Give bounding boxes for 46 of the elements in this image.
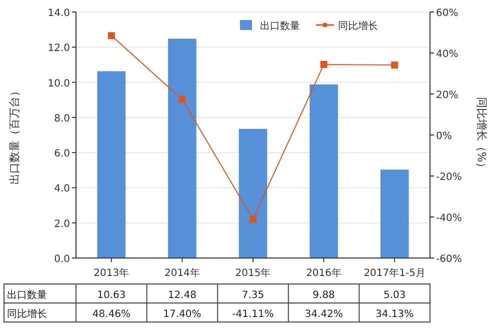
y-tick-label: 8.0 (54, 113, 70, 124)
y2-tick-label: 0% (436, 131, 452, 142)
text: 出口数量 (7, 290, 47, 301)
point (178, 96, 186, 103)
data-label: 17.40% (163, 309, 202, 320)
bar (380, 170, 409, 258)
data-label: 10.63 (97, 290, 126, 301)
legend-label: 同比增长 (338, 20, 378, 32)
y2-tick-label: -20% (436, 172, 462, 183)
x-tick-label: 2016年 (306, 267, 342, 279)
data-label: 34.13% (376, 309, 414, 320)
data-label: 9.88 (312, 290, 335, 301)
text: 同比增长 (7, 309, 47, 320)
point (250, 216, 256, 223)
y-tick-label: 10.0 (48, 78, 70, 90)
point (320, 60, 328, 68)
y-axis-title: 出口数量（百万台） (8, 86, 21, 184)
y2-axis-title: 同比增长（%） (475, 96, 488, 174)
data-label: 48.46% (92, 309, 130, 320)
data-label: 12.48 (168, 290, 197, 301)
y-tick-label: 14.0 (48, 8, 70, 19)
y2-tick-label: -60% (436, 254, 462, 265)
y-tick-label: 12.0 (48, 43, 70, 54)
y-tick-label: 2.0 (54, 218, 70, 230)
y-tick-label: 0.0 (54, 254, 70, 265)
data-label: 34.42% (304, 309, 343, 320)
y2-tick-label: 20% (436, 90, 458, 101)
legend-label: 出口数量 (260, 20, 300, 32)
y2-tick-label: 60% (436, 8, 458, 19)
x-tick-label: 2017年1-5月 (364, 267, 426, 279)
point (391, 62, 398, 69)
data-label: 5.03 (383, 290, 406, 301)
data-label: -41.11% (232, 309, 274, 320)
bar (168, 38, 196, 258)
x-tick-label: 2014年 (164, 267, 200, 279)
y2-tick-label: 40% (436, 49, 458, 60)
y2-tick-label: -40% (436, 213, 462, 224)
y-tick-label: 6.0 (54, 148, 70, 160)
point (108, 32, 115, 40)
bar (238, 128, 268, 258)
x-tick-label: 2013年 (94, 267, 130, 279)
bar (97, 71, 126, 258)
data-label: 7.35 (242, 290, 264, 301)
bar (310, 84, 338, 258)
y-tick-label: 4.0 (54, 184, 70, 195)
x-tick-label: 2015年 (235, 267, 271, 279)
